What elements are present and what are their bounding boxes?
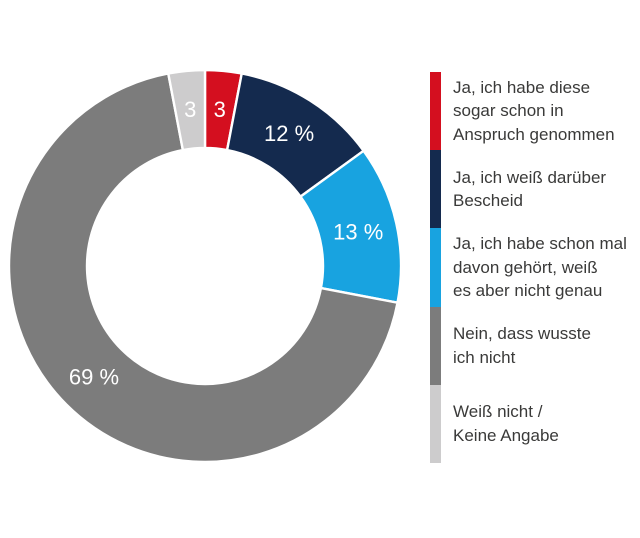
legend-item-label: Ja, ich habe diese sogar schon in Anspru… <box>453 77 615 144</box>
legend-item-2: Ja, ich habe schon mal davon gehört, wei… <box>430 228 635 307</box>
legend-color-swatch <box>430 150 441 229</box>
legend-item-3: Nein, dass wusste ich nicht <box>430 306 635 385</box>
legend-item-4: Weiß nicht / Keine Angabe <box>430 384 635 463</box>
slice-value-label-3: 69 % <box>69 365 119 390</box>
donut-chart-svg: 3 12 % 13 % 69 % 3 <box>7 68 403 464</box>
legend-item-0: Ja, ich habe diese sogar schon in Anspru… <box>430 72 635 151</box>
slice-value-label-1: 12 % <box>264 121 314 146</box>
legend-item-1: Ja, ich weiß darüber Bescheid <box>430 150 635 229</box>
chart-legend: Ja, ich habe diese sogar schon in Anspru… <box>430 72 635 463</box>
legend-color-swatch <box>430 72 441 151</box>
donut-slice-4 <box>167 68 207 152</box>
legend-item-label: Ja, ich weiß darüber Bescheid <box>453 167 607 211</box>
slice-value-label-4: 3 <box>184 97 196 122</box>
slice-value-label-0: 3 <box>214 97 226 122</box>
legend-color-swatch <box>430 228 441 307</box>
legend-item-label: Ja, ich habe schon mal davon gehört, wei… <box>453 234 627 301</box>
donut-chart: 3 12 % 13 % 69 % 3 <box>7 68 403 464</box>
slice-value-label-2: 13 % <box>333 219 383 244</box>
legend-item-label: Weiß nicht / Keine Angabe <box>453 402 559 445</box>
legend-color-swatch <box>430 306 441 385</box>
legend-item-label: Nein, dass wusste ich nicht <box>453 324 591 367</box>
legend-color-swatch <box>430 384 441 463</box>
donut-slice-3 <box>7 72 399 464</box>
